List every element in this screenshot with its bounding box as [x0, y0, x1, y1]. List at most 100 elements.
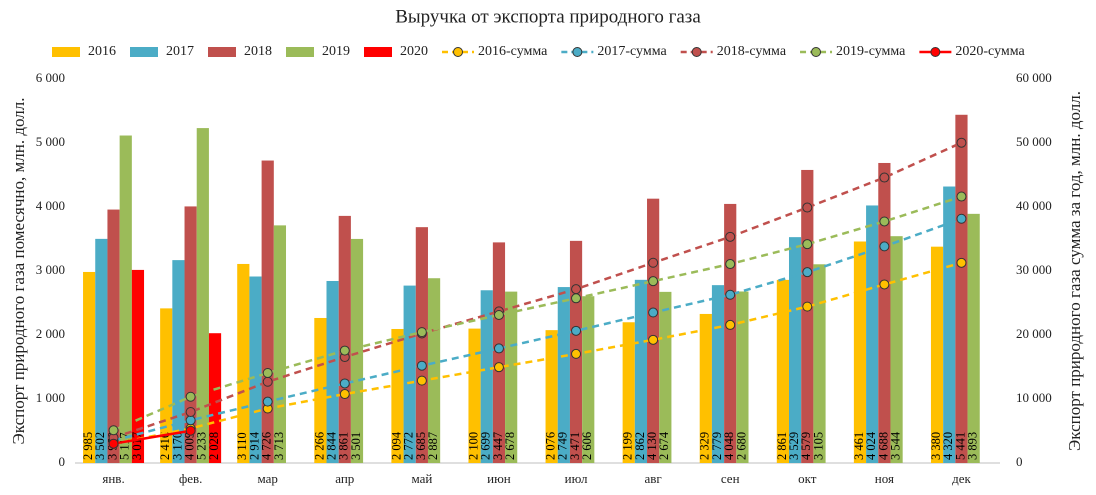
sum-marker — [571, 293, 582, 304]
sum-marker — [648, 307, 659, 318]
legend-label: 2016 — [88, 44, 116, 59]
bar — [391, 328, 404, 463]
bar — [505, 291, 518, 463]
data-label: 2 199 — [621, 432, 635, 460]
bar — [943, 186, 956, 463]
legend-swatch — [208, 47, 236, 57]
sum-marker — [802, 239, 813, 250]
sum-marker — [185, 391, 196, 402]
bar — [736, 291, 749, 463]
data-label: 3 861 — [337, 432, 351, 460]
bar — [801, 169, 814, 463]
legend-label: 2017-сумма — [597, 44, 667, 59]
data-label: 4 130 — [645, 432, 659, 460]
bar — [634, 279, 648, 463]
bar — [699, 313, 712, 463]
bar — [350, 238, 364, 463]
sum-marker — [648, 276, 659, 287]
x-tick-label: дек — [952, 471, 971, 486]
bar — [480, 290, 493, 463]
bar — [314, 317, 327, 463]
sum-marker — [956, 213, 967, 224]
sum-marker — [416, 375, 427, 386]
x-tick-label: фев. — [179, 471, 203, 486]
data-label: 2 779 — [710, 432, 724, 460]
y-axis-label: Экспорт природного газа помесячно, млн. … — [9, 98, 28, 445]
x-tick-label: мар — [257, 471, 277, 486]
bar — [878, 162, 891, 463]
y-tick-label: 5 000 — [36, 134, 65, 149]
bar — [427, 278, 441, 463]
data-label: 4 726 — [260, 432, 274, 460]
sum-marker — [648, 257, 659, 268]
sum-marker — [108, 438, 119, 449]
data-label: 2 861 — [775, 432, 789, 460]
sum-marker — [185, 406, 196, 417]
data-label: 3 471 — [568, 432, 582, 460]
bar — [95, 238, 108, 463]
sum-marker — [339, 345, 350, 356]
data-label: 3 685 — [414, 432, 428, 460]
sum-marker — [956, 137, 967, 148]
data-label: 3 544 — [888, 431, 902, 460]
bar — [338, 215, 351, 463]
y-tick-label: 0 — [59, 454, 66, 469]
data-label: 3 170 — [170, 432, 184, 460]
bar — [622, 322, 635, 463]
data-label: 4 579 — [799, 432, 813, 460]
bar — [273, 225, 287, 463]
bar — [724, 203, 737, 464]
y2-tick-label: 60 000 — [1016, 70, 1052, 85]
legend-swatch — [286, 47, 314, 57]
y2-tick-label: 0 — [1016, 454, 1023, 469]
data-label: 2 914 — [247, 431, 261, 460]
bar — [415, 227, 428, 463]
sum-marker — [802, 202, 813, 213]
bar — [172, 260, 185, 463]
sum-marker — [802, 267, 813, 278]
legend-label: 2020-сумма — [955, 44, 1025, 59]
data-label: 3 501 — [349, 432, 363, 460]
bar — [107, 209, 120, 463]
bar — [119, 135, 132, 463]
bar — [557, 287, 570, 463]
sum-marker — [879, 216, 890, 227]
data-label: 4 009 — [183, 432, 197, 460]
data-label: 3 447 — [491, 432, 505, 460]
data-label: 2 844 — [324, 431, 338, 460]
data-label: 2 266 — [312, 432, 326, 460]
x-tick-label: янв. — [102, 471, 124, 486]
legend-label: 2018-сумма — [717, 44, 787, 59]
data-label: 2 606 — [580, 432, 594, 460]
legend-marker — [453, 47, 463, 57]
data-label: 5 233 — [195, 432, 209, 460]
bar — [967, 213, 980, 463]
sum-marker — [879, 172, 890, 183]
bar — [659, 291, 672, 463]
bar — [582, 296, 595, 463]
y2-tick-label: 20 000 — [1016, 326, 1052, 341]
data-label: 5 117 — [118, 432, 132, 460]
sum-line — [113, 195, 962, 432]
data-label: 3 529 — [787, 432, 801, 460]
bar — [930, 246, 944, 463]
data-label: 3 893 — [966, 432, 980, 460]
sum-marker — [802, 301, 813, 312]
bar — [261, 160, 274, 463]
sum-marker — [262, 367, 273, 378]
x-tick-label: авг — [645, 471, 662, 486]
sum-marker — [339, 389, 350, 400]
sum-marker — [725, 259, 736, 270]
bar — [955, 114, 968, 463]
sum-marker — [416, 327, 427, 338]
bar — [83, 271, 96, 463]
data-label: 3 713 — [272, 432, 286, 460]
data-label: 2 094 — [389, 431, 403, 460]
sum-marker — [725, 289, 736, 300]
sum-marker — [493, 309, 504, 320]
data-label: 2 749 — [556, 432, 570, 460]
data-label: 5 441 — [953, 432, 967, 460]
sum-line — [113, 261, 962, 446]
sum-marker — [956, 191, 967, 202]
sum-marker — [108, 425, 119, 436]
